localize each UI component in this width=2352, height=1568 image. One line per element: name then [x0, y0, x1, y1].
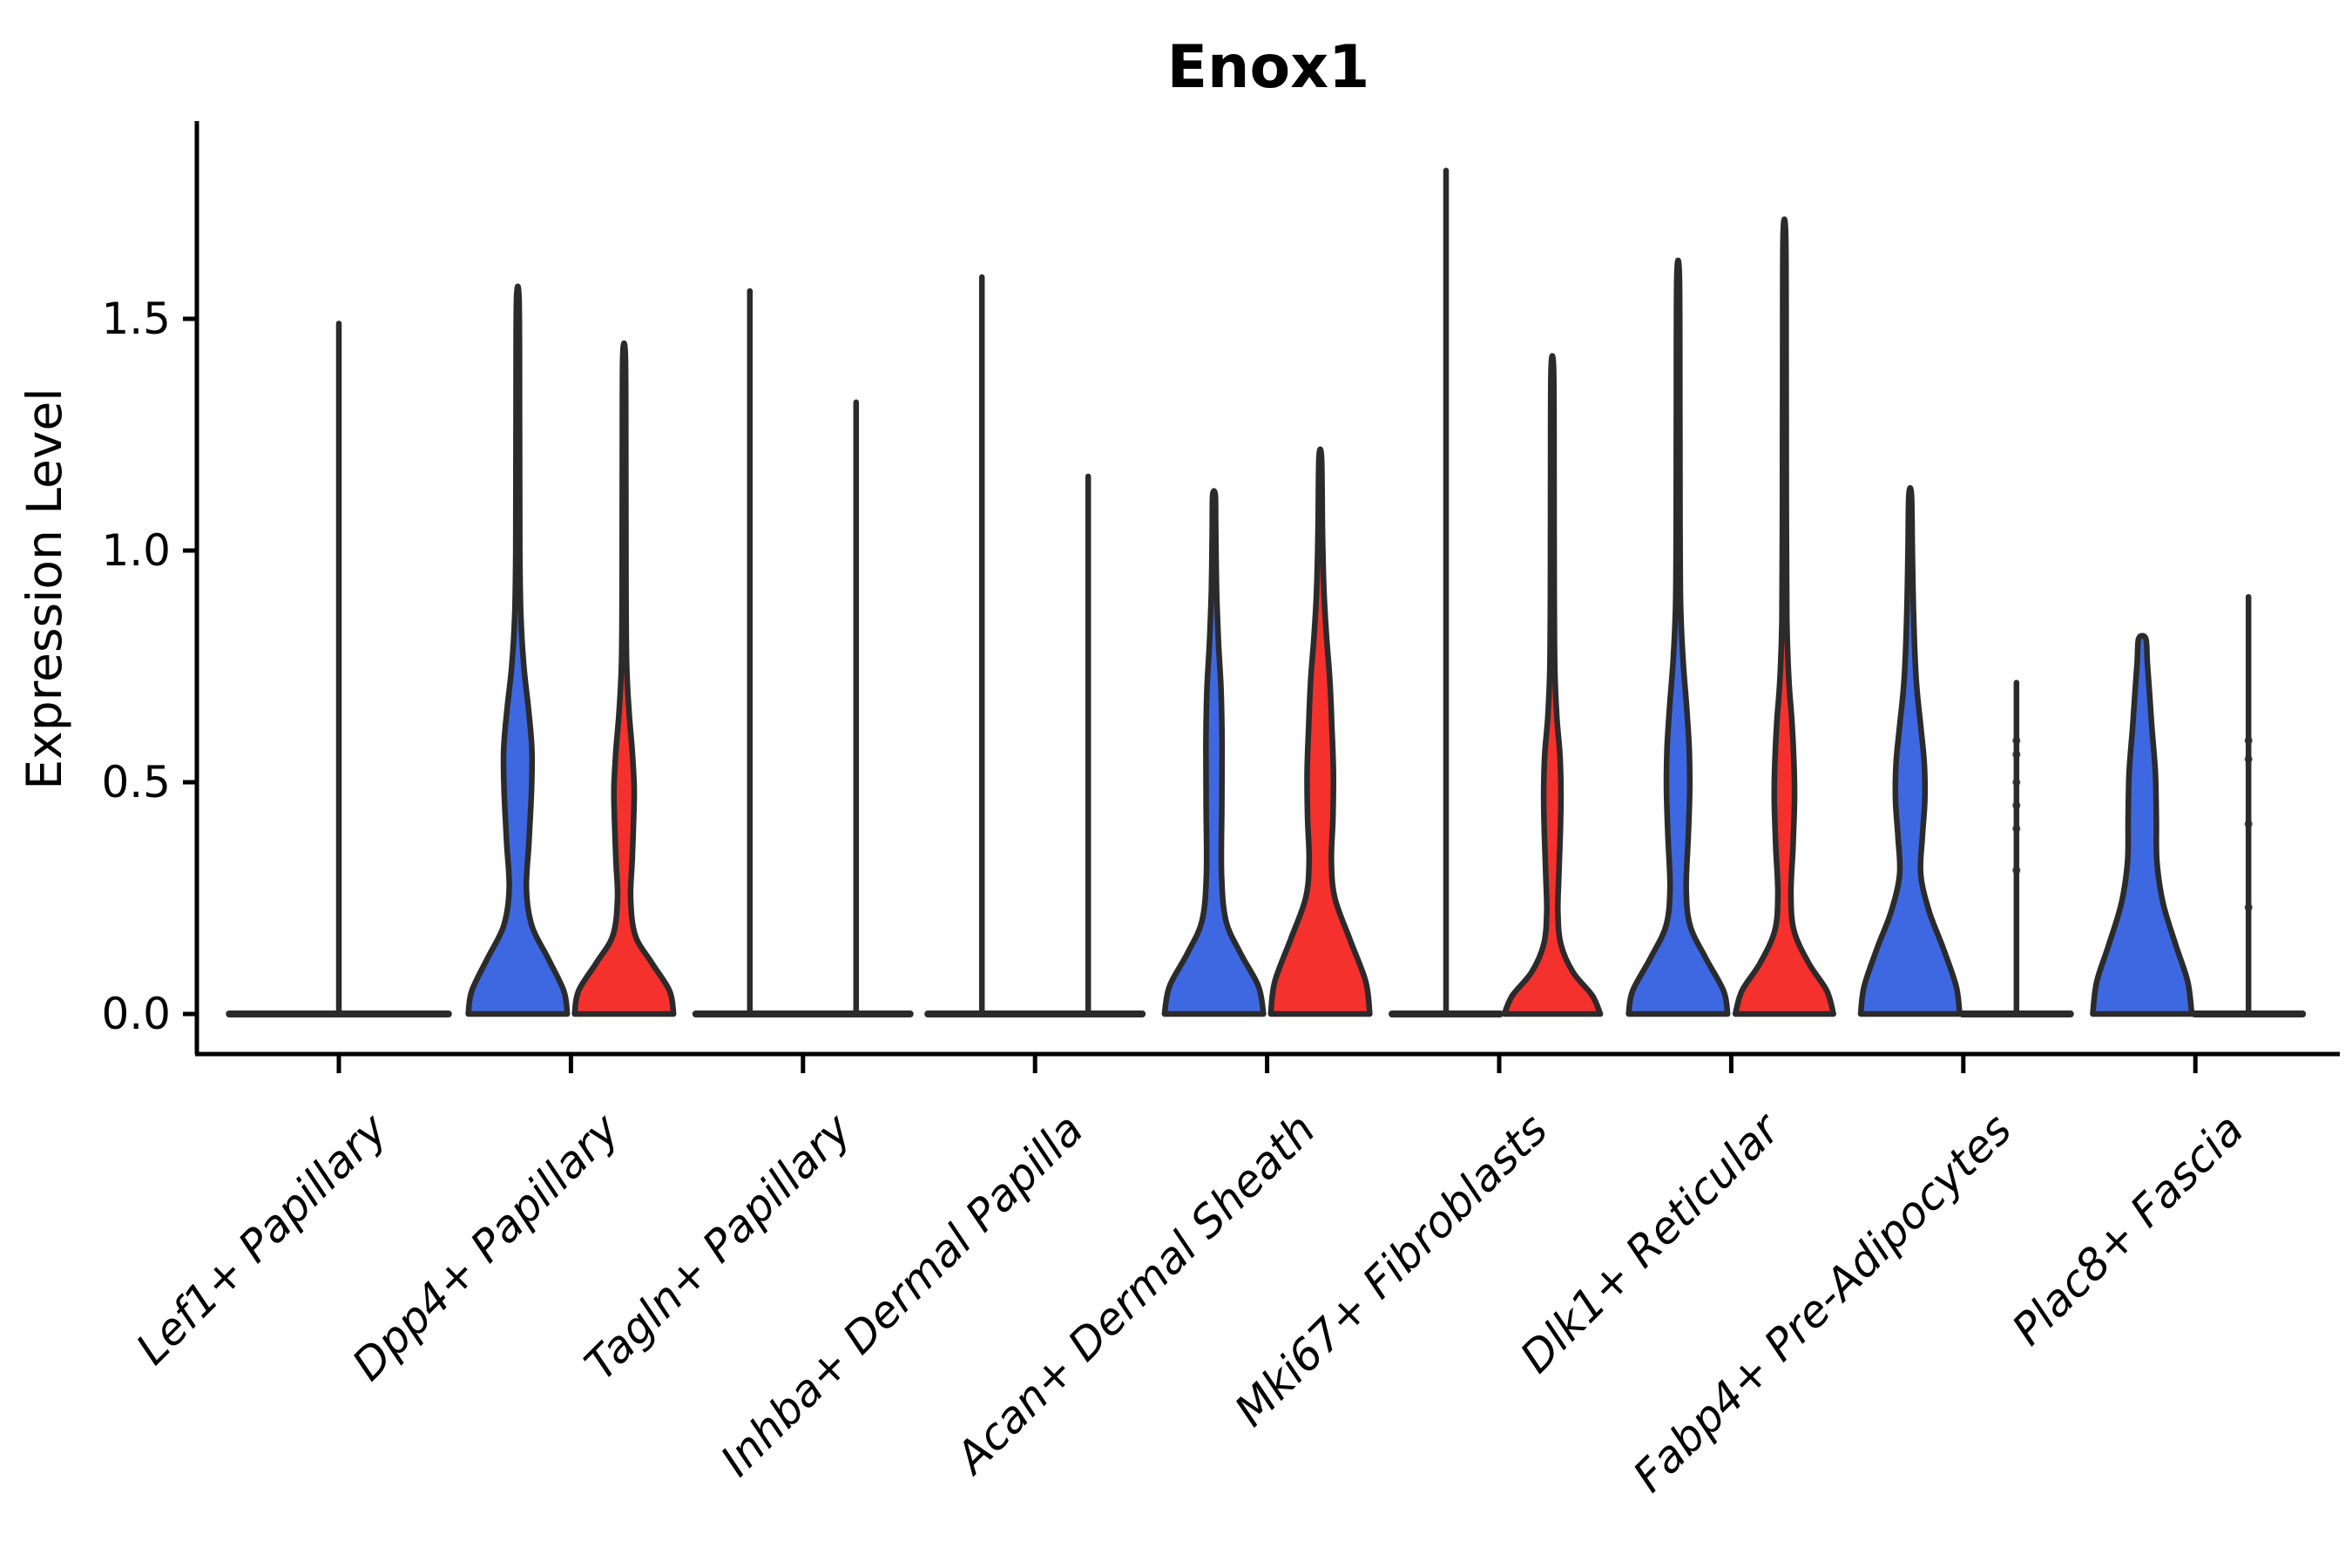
violin-1-red	[571, 340, 677, 1017]
violin-1-blue	[465, 283, 571, 1017]
violin-7-red-jitter-dot	[2012, 866, 2021, 875]
violin-7-red-jitter-dot	[2012, 824, 2021, 833]
violin-4-red	[1267, 446, 1373, 1017]
y-tick-label-0: 0.0	[101, 989, 171, 1039]
violin-7-blue	[1857, 484, 1963, 1017]
violin-8-red-jitter-dot	[2244, 820, 2253, 828]
y-tick-label-3: 1.5	[101, 294, 171, 344]
violin-6-blue	[1625, 257, 1731, 1017]
violin-8-blue	[2090, 632, 2195, 1017]
x-tick-label-8: Plac8+ Fascia	[2003, 1104, 2254, 1355]
violin-7-red-jitter-dot	[2012, 778, 2021, 787]
violin-8-red-jitter-dot	[2244, 903, 2253, 912]
x-tick-label-7: Fabp4+ Pre-Adipocytes	[1624, 1104, 2022, 1502]
y-tick-label-2: 1.0	[101, 525, 171, 576]
violin-layer	[226, 167, 2307, 1017]
violin-5-red	[1501, 353, 1604, 1017]
violin-6-red	[1732, 216, 1836, 1017]
violin-7-red-jitter-dot	[2012, 750, 2021, 759]
violin-8-red-jitter-dot	[2244, 736, 2253, 745]
y-axis-label: Expression Level	[17, 388, 72, 789]
violin-0-blue-jitter-dot	[336, 640, 341, 646]
axes-layer	[183, 121, 2340, 1073]
y-tick-label-1: 0.5	[101, 757, 171, 808]
chart-title: Enox1	[1167, 33, 1370, 102]
violin-4-blue	[1161, 488, 1267, 1017]
violin-0-blue-jitter-dot	[336, 724, 341, 730]
violin-7-red-jitter-dot	[2012, 736, 2021, 745]
violin-0-blue-jitter-dot	[336, 682, 341, 688]
violin-7-red-jitter-dot	[2012, 801, 2021, 810]
violin-8-red-jitter-dot	[2244, 754, 2253, 763]
x-tick-label-0: Lef1+ Papillary	[126, 1103, 397, 1374]
